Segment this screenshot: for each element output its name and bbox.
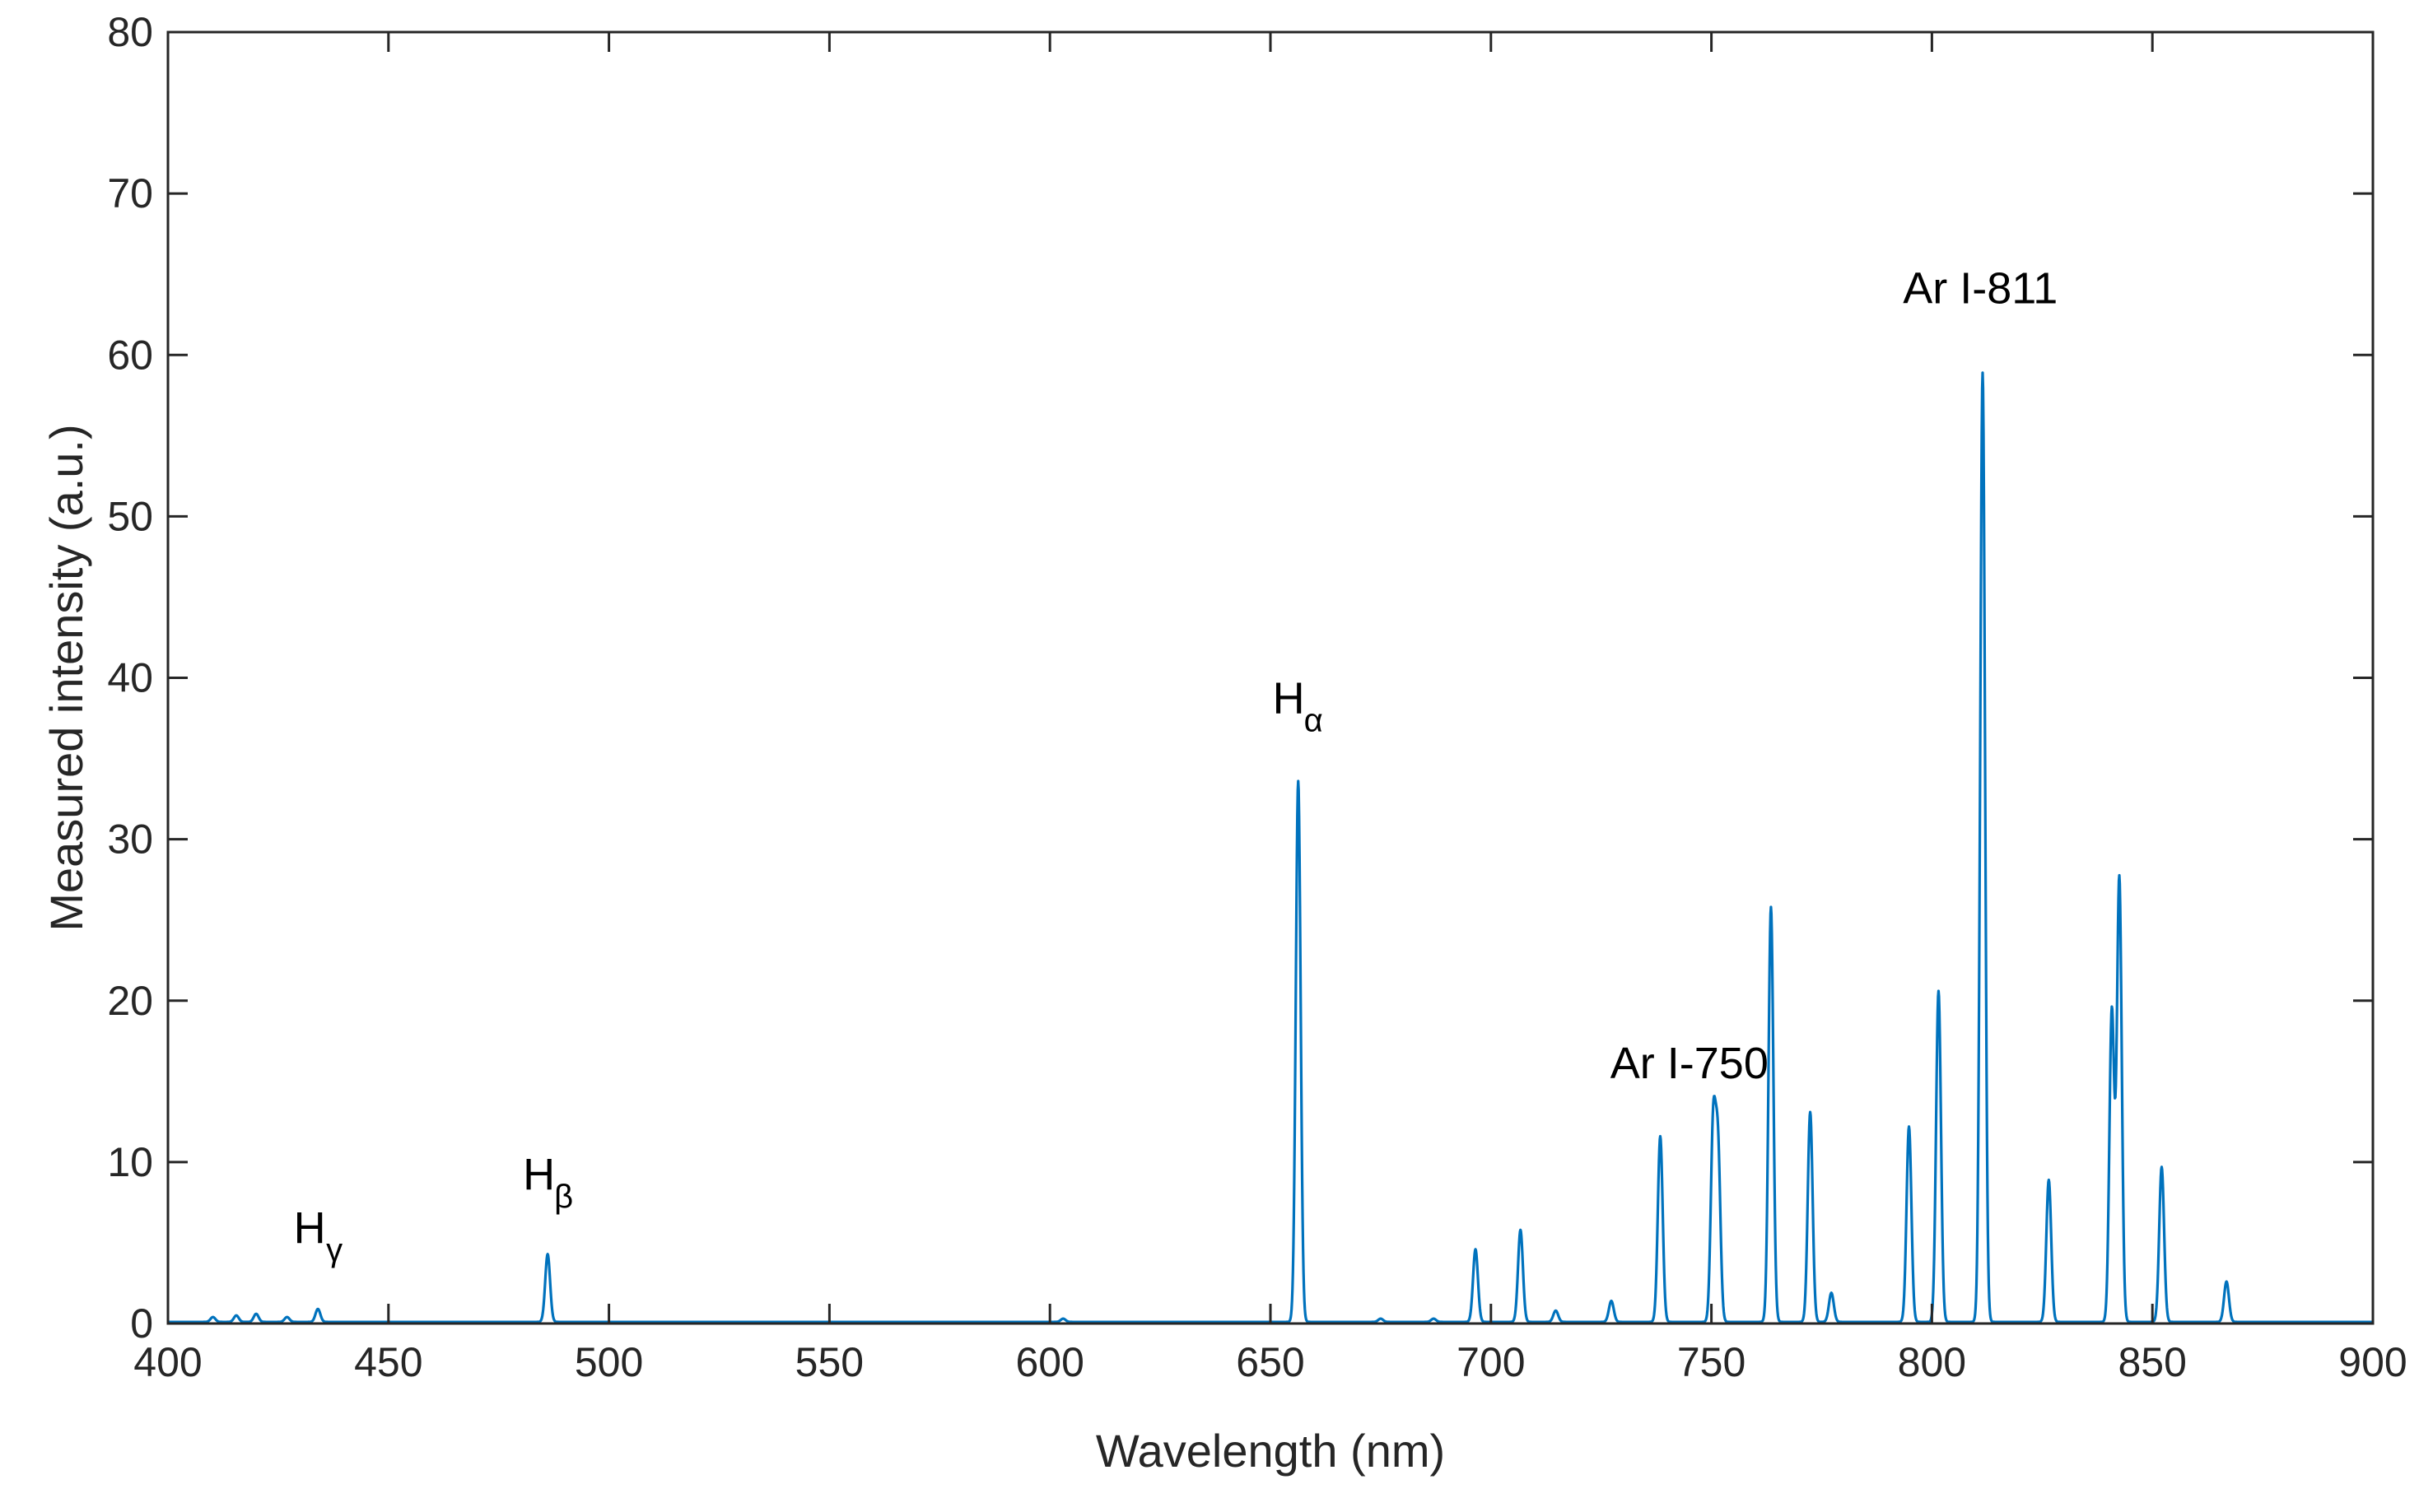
x-tick-label: 700 <box>1457 1339 1525 1385</box>
peak-annotation: Hα <box>1273 674 1323 739</box>
x-tick-label: 750 <box>1677 1339 1746 1385</box>
y-tick-label: 20 <box>107 978 153 1024</box>
x-tick-label: 550 <box>795 1339 864 1385</box>
y-tick-label: 80 <box>107 9 153 55</box>
y-axis-label: Measured intensity (a.u.) <box>40 424 92 931</box>
x-tick-label: 800 <box>1898 1339 1966 1385</box>
y-tick-label: 70 <box>107 170 153 216</box>
x-tick-label: 900 <box>2338 1339 2407 1385</box>
annotation-subscript: β <box>554 1179 573 1215</box>
y-tick-label: 50 <box>107 493 153 539</box>
x-tick-label: 850 <box>2118 1339 2186 1385</box>
annotation-label: H <box>523 1150 555 1199</box>
annotation-label: Ar I-750 <box>1610 1039 1769 1088</box>
x-axis-label: Wavelength (nm) <box>1096 1425 1445 1477</box>
x-tick-label: 400 <box>133 1339 202 1385</box>
peak-annotation: Ar I-811 <box>1903 263 2058 313</box>
annotation-label: H <box>294 1203 326 1253</box>
y-tick-label: 60 <box>107 332 153 378</box>
peak-annotation: Hβ <box>523 1150 573 1215</box>
annotation-label: H <box>1273 674 1305 723</box>
annotation-subscript: γ <box>326 1232 343 1268</box>
x-tick-label: 450 <box>354 1339 422 1385</box>
axes: 400 450 500 550 600 650 700 750 800 850 900 0 10 20 30… <box>107 9 2407 1385</box>
x-tick-label: 600 <box>1015 1339 1084 1385</box>
annotation-label: Ar I-811 <box>1903 263 2058 313</box>
y-tick-label: 30 <box>107 816 153 863</box>
x-tick-label: 650 <box>1236 1339 1304 1385</box>
annotation-subscript: α <box>1304 703 1323 739</box>
peak-annotation: Ar I-750 <box>1610 1039 1769 1088</box>
y-tick-label: 40 <box>107 655 153 701</box>
x-tick-label: 500 <box>575 1339 643 1385</box>
y-tick-label: 0 <box>130 1300 153 1347</box>
y-tick-label: 10 <box>107 1139 153 1185</box>
